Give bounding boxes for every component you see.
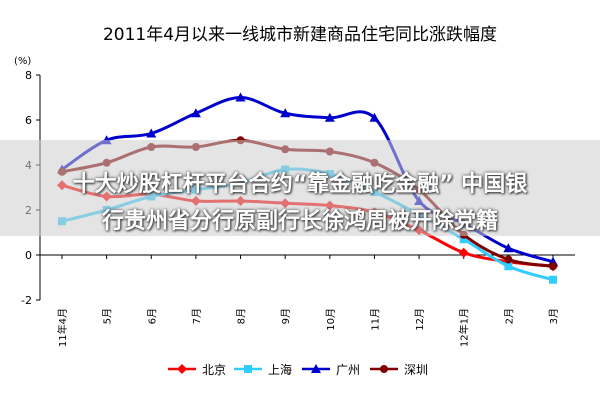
legend-label: 深圳 — [404, 363, 428, 377]
data-point — [459, 235, 468, 244]
chart-title: 2011年4月以来一线城市新建商品住宅同比涨跌幅度 — [103, 25, 497, 45]
x-tick-label: 3月 — [548, 308, 560, 324]
legend-item-1: 北京 — [168, 363, 226, 377]
data-point — [177, 364, 187, 374]
x-tick-label: 11月 — [369, 308, 381, 331]
data-point — [146, 128, 157, 138]
x-tick-label: 5月 — [102, 308, 114, 324]
data-point — [549, 275, 557, 284]
data-point — [244, 365, 252, 373]
data-point — [549, 262, 557, 271]
legend-label: 北京 — [202, 363, 226, 377]
data-point — [504, 262, 513, 271]
x-tick-label: 2月 — [503, 308, 515, 324]
x-tick-label: 12月 — [414, 308, 426, 331]
x-tick-label: 11年4月 — [56, 308, 69, 347]
overlay-banner — [0, 140, 600, 236]
legend: 北京 上海 广州 深圳 — [168, 362, 428, 377]
x-tick-label: 6月 — [146, 308, 158, 324]
y-tick-label: 8 — [25, 69, 32, 82]
legend-item-2: 上海 — [234, 362, 292, 377]
overlay-headline-line-1: 十大炒股杠杆平台合约“靠金融吃金融” 中国银 — [72, 172, 528, 197]
data-point — [458, 247, 469, 258]
data-point — [324, 112, 335, 122]
overlay-headline-line-2: 行贵州省分行原副行长徐鸿周被开除党籍 — [101, 209, 498, 234]
y-axis-label: (%) — [14, 56, 31, 67]
x-tick-label: 8月 — [236, 308, 248, 324]
data-point — [280, 108, 291, 118]
x-tick-labels: 11年4月 5月 6月 7月 8月 9月 10月 11月 12月 12年1月 2月 3月 — [56, 308, 560, 347]
data-point — [503, 243, 514, 253]
legend-label: 广州 — [336, 363, 360, 377]
data-point — [369, 112, 380, 122]
y-tick-label: 6 — [25, 114, 32, 127]
y-tick-label: 0 — [25, 249, 32, 262]
x-tick-label: 7月 — [191, 308, 203, 324]
data-point — [504, 255, 513, 264]
data-point — [235, 92, 246, 102]
legend-item-4: 深圳 — [370, 363, 428, 377]
data-point — [311, 364, 321, 373]
legend-item-3: 广州 — [302, 363, 360, 377]
legend-label: 上海 — [268, 362, 292, 377]
x-tick-label: 9月 — [280, 308, 292, 324]
data-point — [190, 108, 201, 118]
x-tick-label: 10月 — [325, 308, 337, 331]
y-tick-label: -2 — [21, 294, 32, 307]
x-tick-label: 12年1月 — [458, 308, 471, 347]
data-point — [380, 365, 388, 373]
